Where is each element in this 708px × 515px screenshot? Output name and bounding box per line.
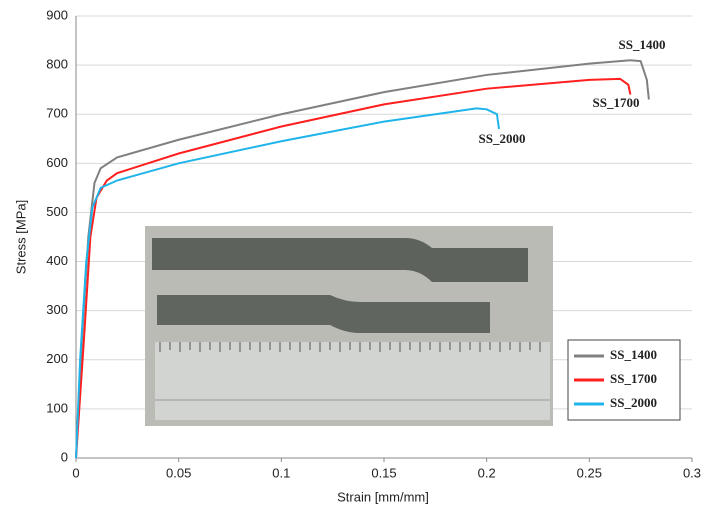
legend-label: SS_1400 [610, 347, 657, 362]
annotation: SS_1700 [593, 95, 640, 110]
y-tick-label: 700 [46, 106, 68, 121]
series-line [75, 107, 500, 459]
legend-label: SS_2000 [610, 395, 657, 410]
inset-photo [145, 226, 553, 426]
specimen [152, 238, 528, 282]
y-axis-label: Stress [MPa] [13, 200, 28, 274]
y-tick-label: 500 [46, 204, 68, 219]
y-tick-label: 400 [46, 253, 68, 268]
series-line [75, 77, 632, 459]
y-tick-label: 0 [61, 449, 68, 464]
y-tick-label: 600 [46, 155, 68, 170]
annotation: SS_2000 [479, 131, 526, 146]
y-tick-label: 200 [46, 351, 68, 366]
annotation: SS_1400 [619, 37, 666, 52]
x-axis-label: Strain [mm/mm] [337, 489, 429, 504]
ruler [155, 342, 550, 420]
specimen [157, 295, 490, 333]
x-tick-label: 0.15 [371, 465, 396, 480]
y-tick-label: 800 [46, 57, 68, 72]
x-tick-label: 0.3 [683, 465, 701, 480]
x-tick-label: 0.25 [577, 465, 602, 480]
y-tick-label: 300 [46, 302, 68, 317]
legend-label: SS_1700 [610, 371, 657, 386]
y-tick-label: 900 [46, 7, 68, 22]
x-tick-label: 0.1 [272, 465, 290, 480]
x-tick-label: 0 [72, 465, 79, 480]
ruler-ticks [159, 342, 541, 352]
x-tick-label: 0.2 [478, 465, 496, 480]
y-tick-label: 100 [46, 400, 68, 415]
x-tick-label: 0.05 [166, 465, 191, 480]
